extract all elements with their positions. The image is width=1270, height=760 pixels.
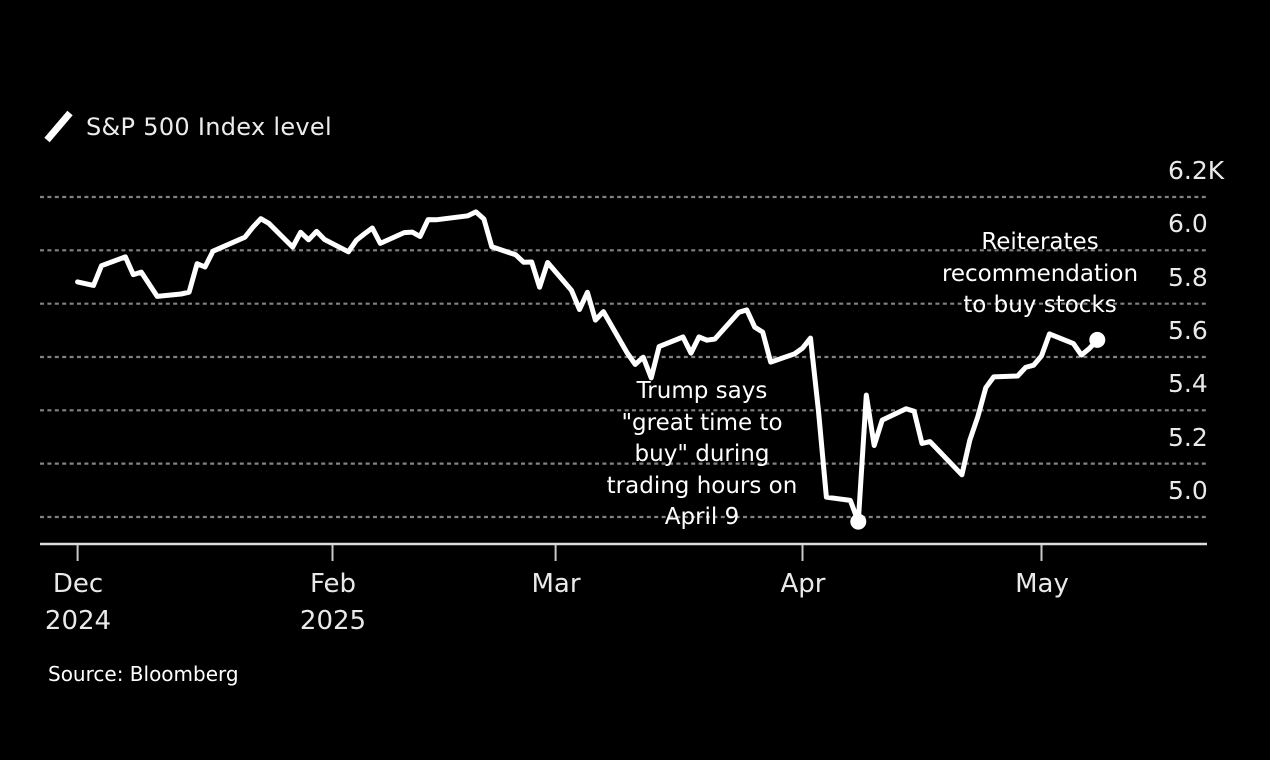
x-axis-tick-label: Mar — [531, 569, 581, 599]
x-axis-tick-label: Dec 2024 — [44, 569, 112, 636]
source-note: Source: Bloomberg — [48, 662, 239, 686]
y-axis-tick-label: 5.6 — [1168, 316, 1208, 345]
y-axis-tick-label: 5.2 — [1168, 423, 1208, 452]
y-axis-tick-label: 6.2K — [1168, 156, 1225, 185]
x-axis-tick-label: Feb 2025 — [299, 569, 367, 636]
chart-title: S&P 500 Index level — [86, 113, 332, 141]
line-series-slash-icon — [44, 110, 73, 143]
y-axis-tick-label: 5.4 — [1168, 369, 1208, 398]
y-axis-tick-label: 6.0 — [1168, 209, 1208, 238]
x-axis-tick-label: Apr — [780, 569, 826, 599]
data-point-marker — [1089, 331, 1106, 348]
y-axis-tick-label: 5.0 — [1168, 476, 1208, 505]
annotation-trump-april9: Trump says "great time to buy" during tr… — [606, 378, 798, 531]
sp500-line-series — [75, 209, 1100, 525]
data-point-marker — [850, 513, 867, 530]
y-axis-tick-label: 5.8 — [1168, 263, 1208, 292]
annotation-reiterates: Reiterates recommendation to buy stocks — [941, 229, 1139, 319]
x-axis-tick-label: May — [1015, 569, 1069, 599]
chart-legend: S&P 500 Index level — [44, 110, 332, 144]
